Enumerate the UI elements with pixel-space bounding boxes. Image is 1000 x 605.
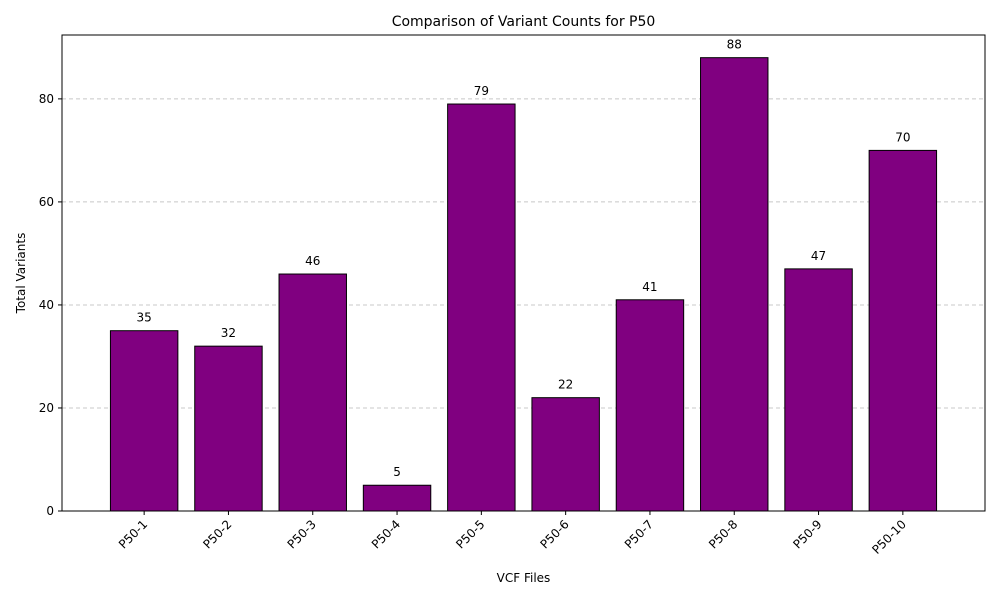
chart-title: Comparison of Variant Counts for P50: [392, 14, 656, 30]
bar-P50-7: [615, 299, 685, 512]
data-label-P50-3: 46: [305, 254, 320, 268]
bar-P50-2: [194, 345, 263, 512]
data-label-P50-1: 35: [137, 311, 152, 325]
x-axis-label: VCF Files: [497, 571, 551, 585]
bar-P50-9: [784, 268, 853, 512]
y-tick-label: 80: [39, 92, 54, 106]
bars: [109, 57, 938, 512]
y-tick-label: 0: [46, 504, 54, 518]
y-axis-label: Total Variants: [14, 233, 28, 315]
y-tick-label: 40: [39, 298, 54, 312]
bar-P50-1: [109, 330, 179, 512]
data-label-P50-5: 79: [474, 84, 489, 98]
bar-P50-4: [362, 484, 432, 512]
y-tick-label: 20: [39, 401, 54, 415]
bar-P50-3: [278, 273, 347, 512]
data-label-P50-9: 47: [811, 249, 826, 263]
bar-P50-5: [447, 103, 516, 512]
data-label-P50-8: 88: [727, 38, 742, 52]
y-axis-ticks: 0 20 40 60 80: [39, 92, 62, 518]
data-label-P50-6: 22: [558, 378, 573, 392]
data-label-P50-7: 41: [642, 280, 657, 294]
bar-P50-6: [531, 397, 600, 512]
y-tick-label: 60: [39, 195, 54, 209]
bar-P50-10: [868, 149, 938, 512]
bar-P50-8: [700, 57, 769, 512]
plot-frame: [61, 34, 986, 512]
data-label-P50-2: 32: [221, 326, 236, 340]
data-label-P50-4: 5: [393, 465, 401, 479]
data-labels: 35 32 46 5 79 22 41 88 47 70: [137, 38, 911, 480]
data-label-P50-10: 70: [895, 130, 910, 144]
